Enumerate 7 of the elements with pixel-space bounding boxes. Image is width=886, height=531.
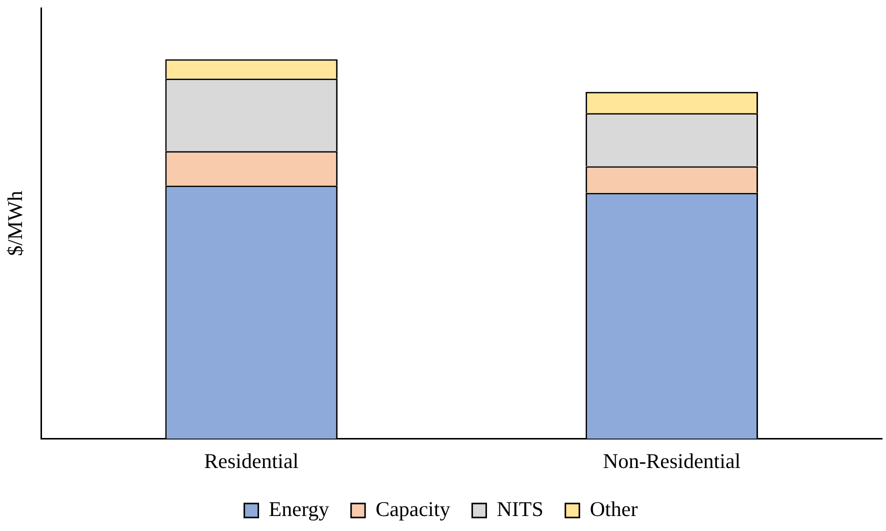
- legend-label: Energy: [268, 497, 330, 522]
- legend-label: NITS: [496, 497, 544, 522]
- legend-label: Other: [590, 497, 638, 522]
- y-axis-title: $/MWh: [3, 190, 28, 256]
- legend-label: Capacity: [376, 497, 451, 522]
- x-tick-label: Residential: [204, 448, 299, 473]
- x-tick-label: Non-Residential: [602, 448, 741, 473]
